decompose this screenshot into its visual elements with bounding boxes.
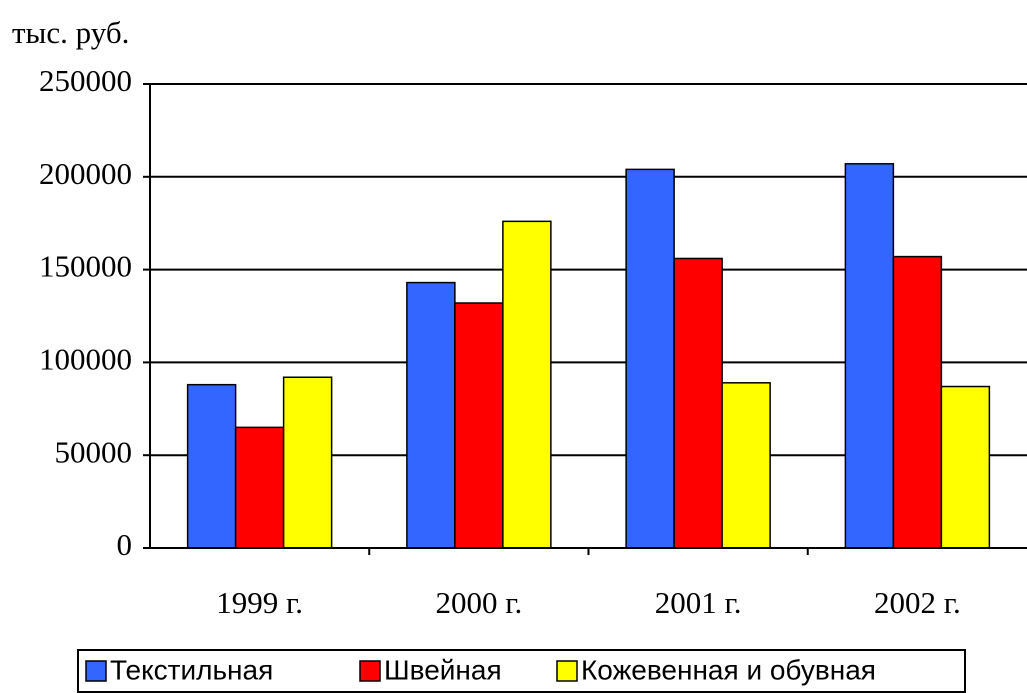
y-tick-label: 50000 (55, 434, 133, 469)
legend-swatch (556, 660, 578, 682)
bar (454, 302, 504, 549)
x-tick-label: 2002 г. (874, 585, 961, 620)
y-tick-label: 250000 (39, 63, 132, 98)
bar (234, 426, 285, 549)
bar (721, 382, 771, 549)
y-tick-label: 100000 (39, 342, 132, 377)
legend-label: Кожевенная и обувная (581, 654, 876, 685)
bar (282, 376, 333, 549)
legend-label: Текстильная (110, 654, 273, 685)
legend (77, 649, 966, 693)
x-tick-label: 1999 г. (216, 585, 303, 620)
bar (502, 220, 552, 549)
y-axis-label: тыс. руб. (12, 15, 129, 50)
legend-label: Швейная (384, 654, 502, 685)
bar (186, 383, 237, 549)
legend-swatch (359, 660, 381, 682)
y-tick-label: 0 (117, 527, 133, 562)
legend-swatch (85, 660, 107, 682)
bar (673, 257, 723, 549)
y-tick-label: 200000 (39, 156, 132, 191)
bar (406, 281, 456, 549)
y-tick-label: 150000 (39, 249, 132, 284)
bar (844, 163, 895, 549)
bar (940, 385, 991, 549)
x-tick-label: 2001 г. (655, 585, 742, 620)
bar (892, 255, 943, 549)
x-tick-label: 2000 г. (436, 585, 523, 620)
bar (625, 168, 675, 549)
